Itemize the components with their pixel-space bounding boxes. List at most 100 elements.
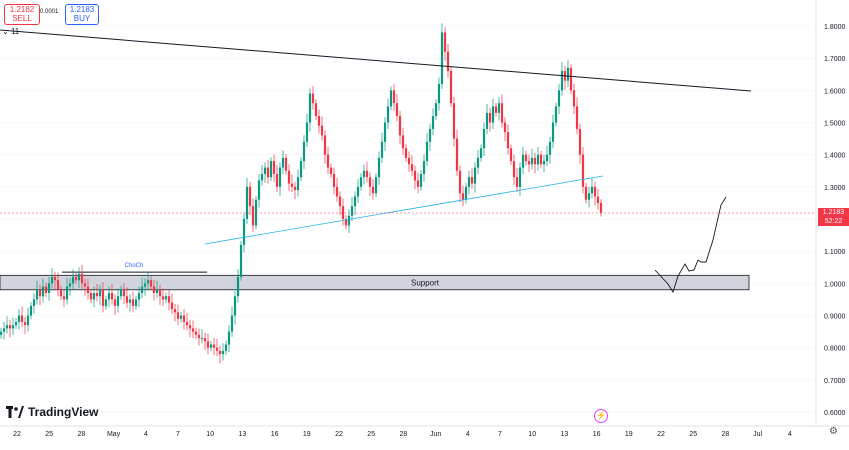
grid-lines [0,25,816,413]
candle-body [59,289,63,297]
candle-body [281,157,285,168]
trend-line-resistance[interactable] [0,29,752,92]
x-tick-label: 13 [561,431,569,438]
candle-body [227,331,231,345]
x-tick-label: 28 [400,431,408,438]
candle-body [464,186,468,200]
candle-body [14,321,18,326]
candle-body [47,283,51,294]
candle-body [233,296,237,316]
x-tick-label: 22 [657,431,665,438]
time-axis: 22 25 28 May 4 7 10 13 16 19 22 25 28 Jun 4 7 10 13 16 19 22… [13,431,792,438]
support-zone[interactable] [0,274,750,291]
trend-line-support[interactable] [204,175,604,245]
candle-body [143,283,147,287]
candle-body [380,141,384,158]
candle-body [584,186,588,200]
tradingview-logo[interactable]: TradingView [6,405,98,419]
candle-body [209,344,213,348]
candle-body [509,148,513,162]
candle-body [554,106,558,123]
bar-countdown: 52:22 [824,218,843,225]
candle-body [500,103,504,123]
candle-body [200,338,204,340]
candle-body [410,164,414,171]
candle-body [350,206,354,216]
candle-body [149,280,153,287]
x-tick-label: 16 [593,431,601,438]
series-count: 11 [10,27,20,36]
y-tick-label: 0.7000 [824,378,846,385]
x-tick-label: 25 [689,431,697,438]
candle-body [152,286,156,294]
gear-icon[interactable]: ⚙ [829,426,838,437]
x-tick-label: 10 [206,431,214,438]
candle-body [119,289,123,297]
candle-body [158,289,162,297]
candle-body [32,299,36,306]
candle-body [428,128,432,142]
candle-body [425,141,429,162]
candle-body [476,157,480,168]
buy-button[interactable]: 1.2183 BUY [65,4,99,25]
current-price-value: 1.2183 [822,209,845,216]
sell-button[interactable]: 1.2182 SELL [4,4,40,25]
candle-body [320,125,324,136]
x-tick-label: 4 [788,431,792,438]
sell-price: 1.2182 [9,5,35,14]
candle-body [80,273,84,284]
candle-body [482,128,486,149]
candle-body [431,116,435,129]
candle-body [503,122,507,133]
candle-body [95,293,99,297]
candle-body [551,122,555,142]
candle-body [542,161,546,165]
y-tick-label: 1.0000 [824,281,846,288]
x-tick-label: 13 [239,431,247,438]
candle-body [305,122,309,142]
candle-body [128,299,132,303]
candle-body [308,93,312,123]
series-indicator[interactable]: ⌄ 11 [2,27,19,36]
x-tick-label: 10 [528,431,536,438]
candle-body [86,286,90,294]
candle-body [155,289,159,294]
candle-body [329,167,333,174]
candle-body [44,286,48,294]
candle-body [335,186,339,197]
candle-body [11,325,15,329]
x-tick-label: 28 [78,431,86,438]
projected-path[interactable] [654,196,727,294]
x-tick-label: May [107,431,121,438]
y-tick-label: 1.1000 [824,249,846,256]
candle-body [0,331,3,335]
candle-body [278,167,282,187]
candle-body [536,154,540,165]
candle-body [299,161,303,178]
x-tick-label: 19 [303,431,311,438]
candle-body [29,305,33,316]
candle-body [131,299,135,306]
candle-body [572,90,576,107]
candle-body [557,90,561,107]
candle-body [8,325,12,329]
x-tick-label: 4 [144,431,148,438]
flash-icon[interactable]: ⚡ [594,409,608,423]
candle-body [560,71,564,91]
candle-body [521,154,525,168]
current-price-tag: 1.2183 52:22 [818,208,849,226]
candle-body [215,347,219,351]
candle-body [587,193,591,200]
y-tick-label: 1.4000 [824,153,846,160]
candle-body [401,135,405,149]
support-label: Support [411,279,440,288]
buy-label: BUY [73,14,91,23]
candle-body [383,122,387,142]
candle-body [524,154,528,162]
candle-body [290,183,294,187]
x-tick-label: 22 [335,431,343,438]
candle-body [467,177,471,187]
candle-body [26,315,30,326]
candle-body [389,90,393,107]
